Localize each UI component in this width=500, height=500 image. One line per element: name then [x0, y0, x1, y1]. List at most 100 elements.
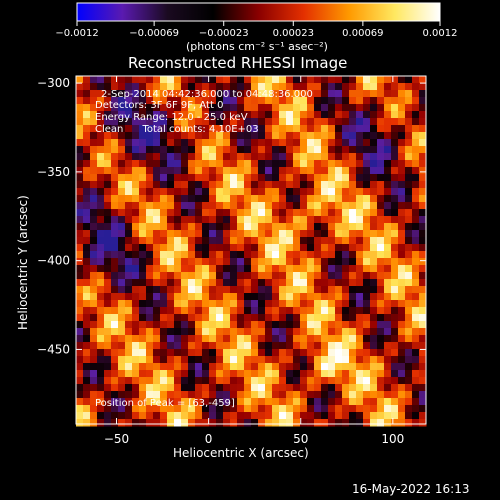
heatmap-cell: [363, 244, 371, 252]
footer-timestamp: 16-May-2022 16:13: [352, 482, 470, 496]
heatmap-cell: [398, 160, 406, 168]
heatmap-cell: [265, 139, 273, 147]
heatmap-cell: [111, 167, 119, 175]
heatmap-cell: [125, 111, 133, 119]
heatmap-cell: [188, 314, 196, 322]
heatmap-cell: [370, 293, 378, 301]
heatmap-cell: [97, 244, 105, 252]
heatmap-cell: [209, 300, 217, 308]
heatmap-cell: [216, 202, 224, 210]
heatmap-cell: [272, 265, 280, 273]
heatmap-cell: [384, 258, 392, 266]
heatmap-cell: [300, 342, 308, 350]
heatmap-cell: [160, 342, 168, 350]
heatmap-cell: [104, 132, 112, 140]
heatmap-cell: [188, 202, 196, 210]
heatmap-cell: [132, 356, 140, 364]
heatmap-cell: [132, 398, 140, 406]
heatmap-cell: [223, 356, 231, 364]
heatmap-cell: [391, 356, 399, 364]
heatmap-cell: [293, 321, 301, 329]
heatmap-cell: [83, 146, 91, 154]
heatmap-cell: [90, 286, 98, 294]
heatmap-cell: [97, 405, 105, 413]
heatmap-cell: [363, 342, 371, 350]
heatmap-cell: [300, 139, 308, 147]
heatmap-cell: [209, 349, 217, 357]
heatmap-cell: [76, 90, 84, 98]
heatmap-cell: [118, 377, 126, 385]
heatmap-cell: [118, 118, 126, 126]
heatmap-cell: [258, 83, 266, 91]
heatmap-cell: [272, 251, 280, 259]
heatmap-cell: [335, 286, 343, 294]
heatmap-cell: [230, 398, 238, 406]
heatmap-cell: [153, 258, 161, 266]
heatmap-cell: [139, 391, 147, 399]
heatmap-cell: [76, 314, 84, 322]
heatmap-cell: [167, 377, 175, 385]
heatmap-cell: [146, 181, 154, 189]
heatmap-cell: [377, 111, 385, 119]
heatmap-cell: [335, 111, 343, 119]
heatmap-cell: [363, 391, 371, 399]
heatmap-cell: [90, 202, 98, 210]
heatmap-cell: [391, 391, 399, 399]
heatmap-cell: [342, 209, 350, 217]
heatmap-cell: [188, 356, 196, 364]
heatmap-cell: [97, 188, 105, 196]
heatmap-cell: [216, 419, 224, 427]
heatmap-cell: [307, 398, 315, 406]
heatmap-cell: [125, 90, 133, 98]
heatmap-cell: [321, 111, 329, 119]
heatmap-cell: [83, 363, 91, 371]
heatmap-cell: [97, 216, 105, 224]
heatmap-cell: [125, 286, 133, 294]
heatmap-cell: [237, 286, 245, 294]
heatmap-cell: [195, 377, 203, 385]
heatmap-cell: [209, 83, 217, 91]
heatmap-cell: [377, 265, 385, 273]
heatmap-cell: [279, 118, 287, 126]
heatmap-cell: [300, 181, 308, 189]
heatmap-cell: [279, 398, 287, 406]
heatmap-cell: [139, 258, 147, 266]
heatmap-cell: [76, 104, 84, 112]
heatmap-cell: [216, 132, 224, 140]
heatmap-cell: [195, 244, 203, 252]
heatmap-cell: [265, 265, 273, 273]
heatmap-cell: [321, 251, 329, 259]
heatmap-cell: [286, 139, 294, 147]
heatmap-cell: [391, 76, 399, 84]
heatmap-cell: [202, 286, 210, 294]
heatmap-cell: [377, 237, 385, 245]
heatmap-cell: [230, 188, 238, 196]
heatmap-cell: [405, 188, 413, 196]
x-tick-label: 50: [293, 432, 308, 446]
heatmap-cell: [286, 363, 294, 371]
heatmap-cell: [356, 356, 364, 364]
heatmap-cell: [202, 384, 210, 392]
heatmap-cell: [307, 293, 315, 301]
heatmap-cell: [167, 314, 175, 322]
heatmap-cell: [188, 391, 196, 399]
heatmap-cell: [377, 272, 385, 280]
heatmap-cell: [111, 321, 119, 329]
heatmap-cell: [286, 216, 294, 224]
heatmap-cell: [118, 286, 126, 294]
heatmap-cell: [237, 153, 245, 161]
heatmap-cell: [83, 118, 91, 126]
heatmap-cell: [90, 90, 98, 98]
heatmap-cell: [391, 377, 399, 385]
heatmap-cell: [153, 321, 161, 329]
heatmap-cell: [370, 181, 378, 189]
heatmap-cell: [419, 398, 427, 406]
heatmap-cell: [111, 265, 119, 273]
heatmap-cell: [391, 167, 399, 175]
heatmap-cell: [111, 293, 119, 301]
heatmap-cell: [216, 398, 224, 406]
heatmap-cell: [174, 76, 182, 84]
heatmap-cell: [342, 216, 350, 224]
heatmap-cell: [321, 104, 329, 112]
x-tick-label: 100: [381, 432, 404, 446]
